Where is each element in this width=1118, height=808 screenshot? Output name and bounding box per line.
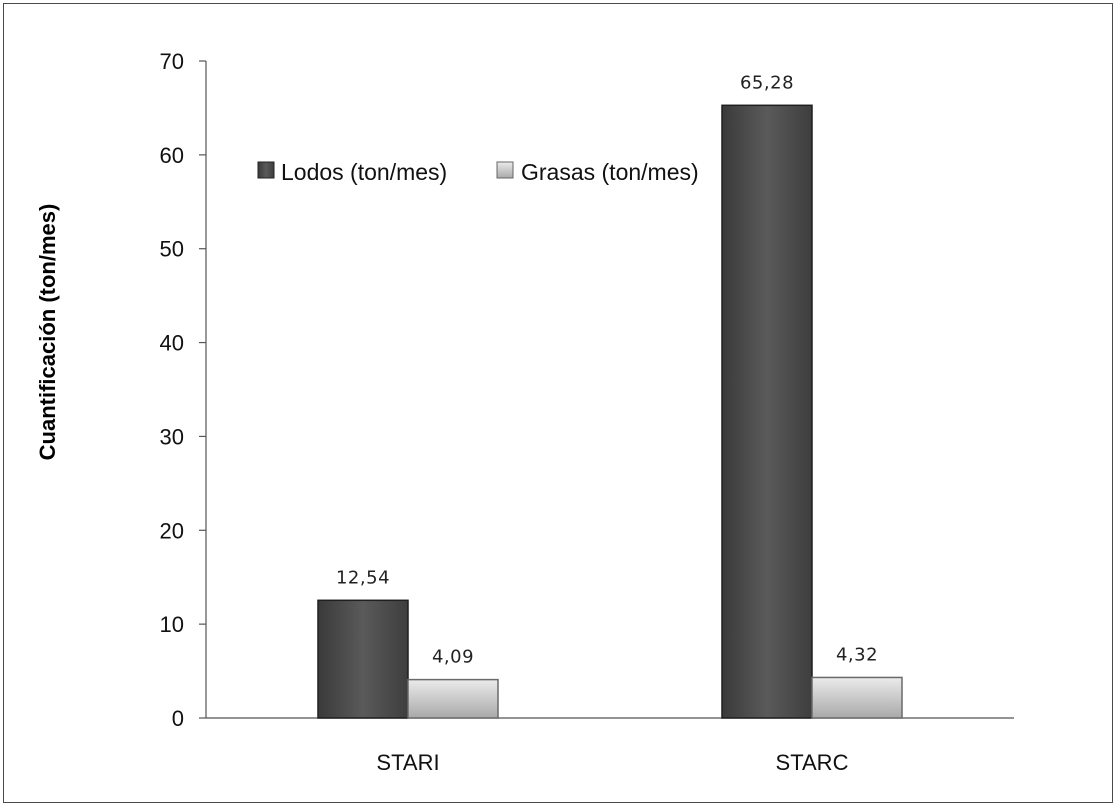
chart-frame	[3, 3, 1113, 803]
y-axis-title: Cuantificación (ton/mes)	[35, 204, 60, 461]
bar-lodos-stari	[317, 599, 409, 719]
y-tick-label: 30	[160, 424, 184, 449]
y-tick-label: 40	[160, 331, 184, 356]
x-axis: STARI STARC	[206, 717, 1014, 775]
y-tick-label: 60	[160, 143, 184, 168]
data-label: 4,32	[836, 644, 878, 665]
legend-label-lodos: Lodos (ton/mes)	[281, 159, 447, 185]
bar-lodos-starc	[721, 104, 813, 719]
bar-grasas-stari	[407, 678, 499, 719]
y-tick-label: 0	[172, 706, 184, 731]
data-labels: 12,54 4,09 65,28 4,32	[336, 72, 878, 667]
y-tick-label: 50	[160, 237, 184, 262]
bar-grasas-starc	[811, 676, 903, 719]
data-label: 4,09	[432, 647, 474, 668]
legend-swatch-lodos	[257, 161, 275, 179]
legend-label-grasas: Grasas (ton/mes)	[521, 159, 699, 185]
data-label: 65,28	[740, 72, 794, 93]
y-tick-label: 10	[160, 612, 184, 637]
y-tick-label: 70	[160, 49, 184, 74]
legend: Lodos (ton/mes) Grasas (ton/mes)	[257, 159, 699, 185]
legend-swatch-grasas	[496, 161, 514, 179]
data-label: 12,54	[336, 567, 390, 588]
x-category-label: STARI	[376, 750, 439, 775]
y-axis: 0 10 20 30 40 50 60 70	[160, 49, 207, 731]
bars	[317, 104, 903, 719]
x-category-label: STARC	[776, 750, 849, 775]
y-tick-label: 20	[160, 518, 184, 543]
